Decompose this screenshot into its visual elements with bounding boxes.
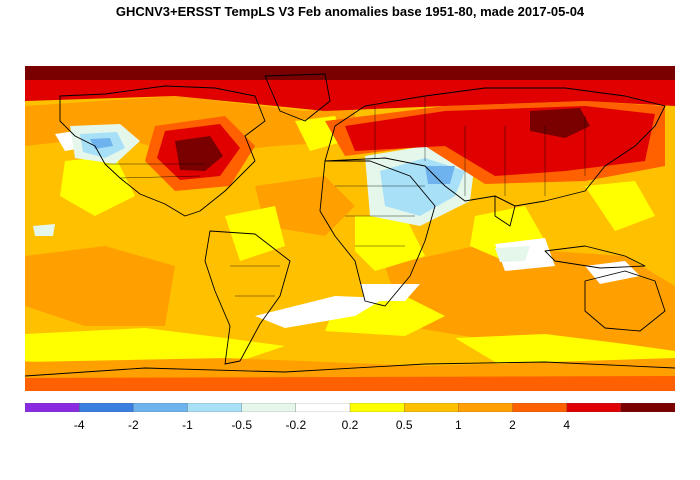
anomaly-patch — [425, 166, 455, 184]
border-lines — [105, 96, 586, 297]
legend-tick-label: -0.2 — [285, 418, 307, 432]
coastline-indonesia — [544, 245, 646, 269]
coastline-india — [494, 195, 516, 227]
anomaly-patch — [25, 66, 675, 80]
legend-tick-label: 4 — [563, 418, 570, 432]
legend-tick-label: -4 — [73, 418, 85, 432]
legend-swatch — [133, 403, 189, 412]
legend-swatch — [620, 403, 675, 412]
coastline-north-america — [59, 85, 266, 217]
anomaly-patch — [360, 284, 420, 301]
legend-tick-label: 2 — [509, 418, 516, 432]
legend-swatch — [187, 403, 243, 412]
legend-swatch — [349, 403, 405, 412]
anomaly-patch — [90, 138, 113, 149]
legend-tick-label: -1 — [182, 418, 193, 432]
legend-tick-label: -0.5 — [231, 418, 252, 432]
anomaly-patch — [33, 224, 55, 236]
anomaly-map — [25, 66, 675, 391]
coastline-greenland — [264, 73, 331, 122]
legend-swatch — [295, 403, 351, 412]
anomaly-patch — [175, 136, 223, 171]
anomaly-patch — [225, 206, 285, 261]
color-legend — [25, 403, 675, 412]
coastline-africa — [319, 160, 436, 307]
legend-tick-label: -2 — [127, 418, 139, 432]
anomaly-patch — [25, 246, 175, 326]
legend-swatch — [241, 403, 297, 412]
legend-swatch — [512, 403, 568, 412]
coastline-australia — [584, 270, 666, 332]
coastline-south-america — [204, 230, 291, 365]
legend-tick-label: 0.5 — [395, 418, 413, 432]
anomaly-patch — [25, 328, 285, 366]
legend-swatch — [404, 403, 459, 412]
legend-tick-label: 1 — [454, 418, 462, 432]
coastline-antarctica — [25, 361, 675, 377]
anomaly-patch — [255, 176, 355, 236]
anomaly-patch — [60, 156, 135, 216]
anomaly-patch — [355, 216, 425, 271]
legend-swatch — [79, 403, 134, 412]
coastline-europe-asia — [324, 87, 666, 207]
anomaly-patch — [495, 246, 530, 262]
anomaly-patch — [585, 181, 655, 231]
legend-ticks: -4 -2 -1 -0.5 -0.2 0.2 0.5 1 2 4 — [25, 418, 675, 438]
legend-swatch — [458, 403, 514, 412]
anomaly-patch — [255, 296, 385, 328]
legend-swatch — [25, 403, 80, 412]
map-title: GHCNV3+ERSST TempLS V3 Feb anomalies bas… — [115, 4, 585, 19]
anomaly-patch — [455, 334, 675, 368]
legend-tick-label: 0.2 — [341, 418, 359, 432]
legend-swatch — [566, 403, 622, 412]
